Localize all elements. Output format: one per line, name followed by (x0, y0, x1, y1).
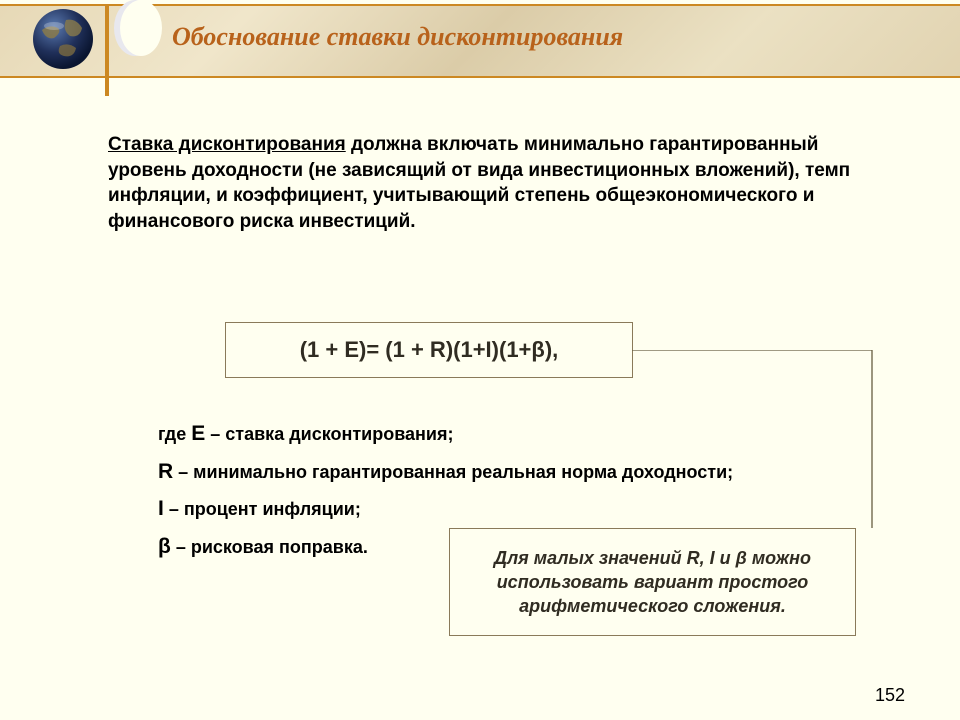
def-line-I: I – процент инфляции; (158, 493, 798, 525)
header-line-bottom (0, 76, 960, 78)
page-number: 152 (875, 685, 905, 706)
vertical-accent-bar (105, 4, 109, 96)
intro-paragraph: Ставка дисконтирования должна включать м… (108, 132, 868, 235)
intro-term: Ставка дисконтирования (108, 134, 346, 155)
note-text: Для малых значений R, I и β можно исполь… (468, 546, 837, 619)
note-box: Для малых значений R, I и β можно исполь… (449, 528, 856, 636)
formula-text: (1 + E)= (1 + R)(1+I)(1+β), (300, 337, 559, 363)
crescent-decoration (114, 0, 174, 58)
def-line-E: где Е – ставка дисконтирования; (158, 418, 798, 450)
globe-icon (32, 8, 94, 70)
formula-box: (1 + E)= (1 + R)(1+I)(1+β), (225, 322, 633, 378)
slide-title: Обоснование ставки дисконтирования (172, 22, 920, 52)
def-line-R: R – минимально гарантированная реальная … (158, 456, 798, 488)
